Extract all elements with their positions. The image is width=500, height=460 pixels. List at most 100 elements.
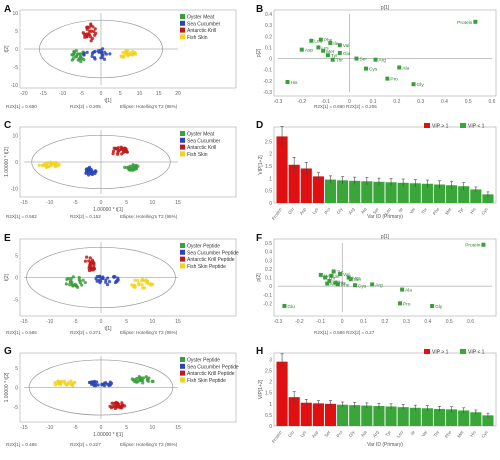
x-tick-label: Asp: [311, 429, 320, 439]
y-tick-label: -0.2: [263, 79, 272, 85]
stats-r2x: R2X[1] = 0.690 R2X[2] = 0.205: [314, 104, 377, 109]
score-point: [89, 39, 93, 43]
score-point: [140, 378, 145, 382]
score-point: [82, 53, 86, 57]
score-point: [45, 161, 49, 165]
score-point: [85, 171, 89, 175]
x-tick-label: Thr: [432, 429, 440, 438]
score-point: [74, 284, 78, 288]
vip-bar: [337, 404, 349, 426]
legend-swatch: [424, 349, 430, 354]
loading-point: [321, 48, 326, 53]
loading-point: [316, 45, 321, 50]
loading-label: Asp: [352, 276, 361, 282]
score-point: [90, 172, 95, 177]
y-tick-label: 0.1: [265, 276, 272, 282]
score-point: [77, 278, 81, 282]
x-tick-label: Pro: [323, 206, 331, 215]
x-tick-label: 0.2: [393, 99, 400, 105]
loading-label: Met: [326, 49, 335, 55]
score-point: [133, 165, 137, 169]
x-tick-label: 0: [341, 319, 344, 325]
loading-label: Gly: [417, 82, 425, 88]
legend-swatch: [180, 243, 185, 248]
loading-point: [411, 82, 416, 87]
hotelling-ellipse: [39, 19, 163, 79]
vip-bar: [300, 402, 312, 426]
score-point: [145, 281, 149, 285]
score-point: [87, 25, 91, 29]
hotelling-ellipse: [31, 134, 171, 190]
legend-label: Sea Cucumber Peptide: [187, 364, 239, 370]
chart-d: Protein Glu Asp Lys Pro Gly Arg Ala Ser Leu Ile Val…: [258, 123, 497, 221]
score-point: [111, 152, 115, 156]
legend-label: Antarctic Krill: [187, 28, 216, 34]
x-tick-label: Met: [444, 206, 453, 216]
score-point: [99, 276, 103, 280]
vip-bar: [337, 180, 349, 203]
legend-swatch: [180, 137, 185, 143]
legend-swatch: [180, 34, 185, 40]
score-point: [125, 48, 129, 53]
x-tick-label: 0.2: [382, 319, 389, 325]
x-tick-label: -15: [40, 91, 47, 97]
score-point: [100, 382, 104, 386]
score-point: [92, 384, 96, 388]
stats-ellipse: Ellipse: Hotelling's T2 (95%): [120, 330, 178, 335]
panel-letter-b: B: [256, 4, 263, 15]
loading-point: [353, 283, 358, 288]
loading-point: [373, 57, 378, 62]
score-point: [101, 47, 105, 51]
x-tick-label: Tyr: [457, 206, 465, 214]
stats-r2x2: R2X[2] = 0.271: [70, 330, 101, 335]
y-tick-label: 0.2: [265, 34, 272, 40]
vip-bar: [409, 407, 421, 426]
legend-label: Sea Cucumber: [187, 21, 221, 27]
vip-bar: [470, 412, 482, 426]
legend-swatch: [180, 27, 185, 33]
stats-r2x1: R2X[1] = 0.582: [6, 214, 37, 219]
stats-r2x: R2X[1] = 0.586 R2X[2] = 0.27: [314, 330, 375, 335]
score-point: [102, 57, 107, 61]
x-tick-label: -5: [73, 319, 78, 325]
x-tick-label: 15: [156, 91, 162, 97]
stats-ellipse: Ellipse: Hotelling's T2 (95%): [120, 104, 178, 109]
score-point: [117, 405, 122, 410]
score-point: [97, 50, 101, 54]
legend-label: Fish Skin: [187, 152, 208, 158]
loading-label: Protein: [465, 243, 481, 249]
loading-point: [346, 275, 351, 280]
x-tick-label: -5: [80, 91, 85, 97]
score-point: [123, 165, 127, 169]
x-tick-label: 0.5: [446, 319, 453, 325]
score-point: [86, 167, 90, 172]
y-axis-label: 1.00000 * t[2]: [4, 147, 10, 177]
vip-bar: [349, 405, 361, 426]
legend-label: Antarctic Krill Peptide: [187, 257, 235, 263]
x-tick-label: Pro: [335, 429, 343, 438]
loading-point: [309, 38, 314, 43]
score-point: [90, 267, 94, 271]
score-point: [106, 276, 110, 280]
score-point: [77, 275, 81, 280]
x-tick-label: His: [469, 429, 477, 438]
loading-label: Ala: [402, 65, 409, 71]
vip-bar: [312, 403, 324, 426]
loading-label: His: [339, 281, 347, 287]
x-tick-label: Ala: [360, 429, 368, 438]
legend-swatch: [180, 377, 185, 383]
y-axis-label: VIP[1+2]: [258, 379, 264, 399]
x-tick-label: Ser: [323, 429, 331, 438]
legend-label: Oyster Meat: [187, 132, 215, 138]
x-tick-label: Met: [456, 429, 465, 439]
panel-letter-g: G: [4, 346, 12, 357]
loading-point: [430, 303, 435, 308]
x-tick-label: 5: [125, 319, 128, 325]
score-point: [105, 282, 110, 287]
loading-point: [385, 76, 390, 81]
score-point: [113, 146, 118, 150]
legend-label: Oyster Peptide: [187, 244, 220, 250]
score-point: [99, 56, 103, 60]
x-tick-label: -5: [73, 425, 78, 431]
